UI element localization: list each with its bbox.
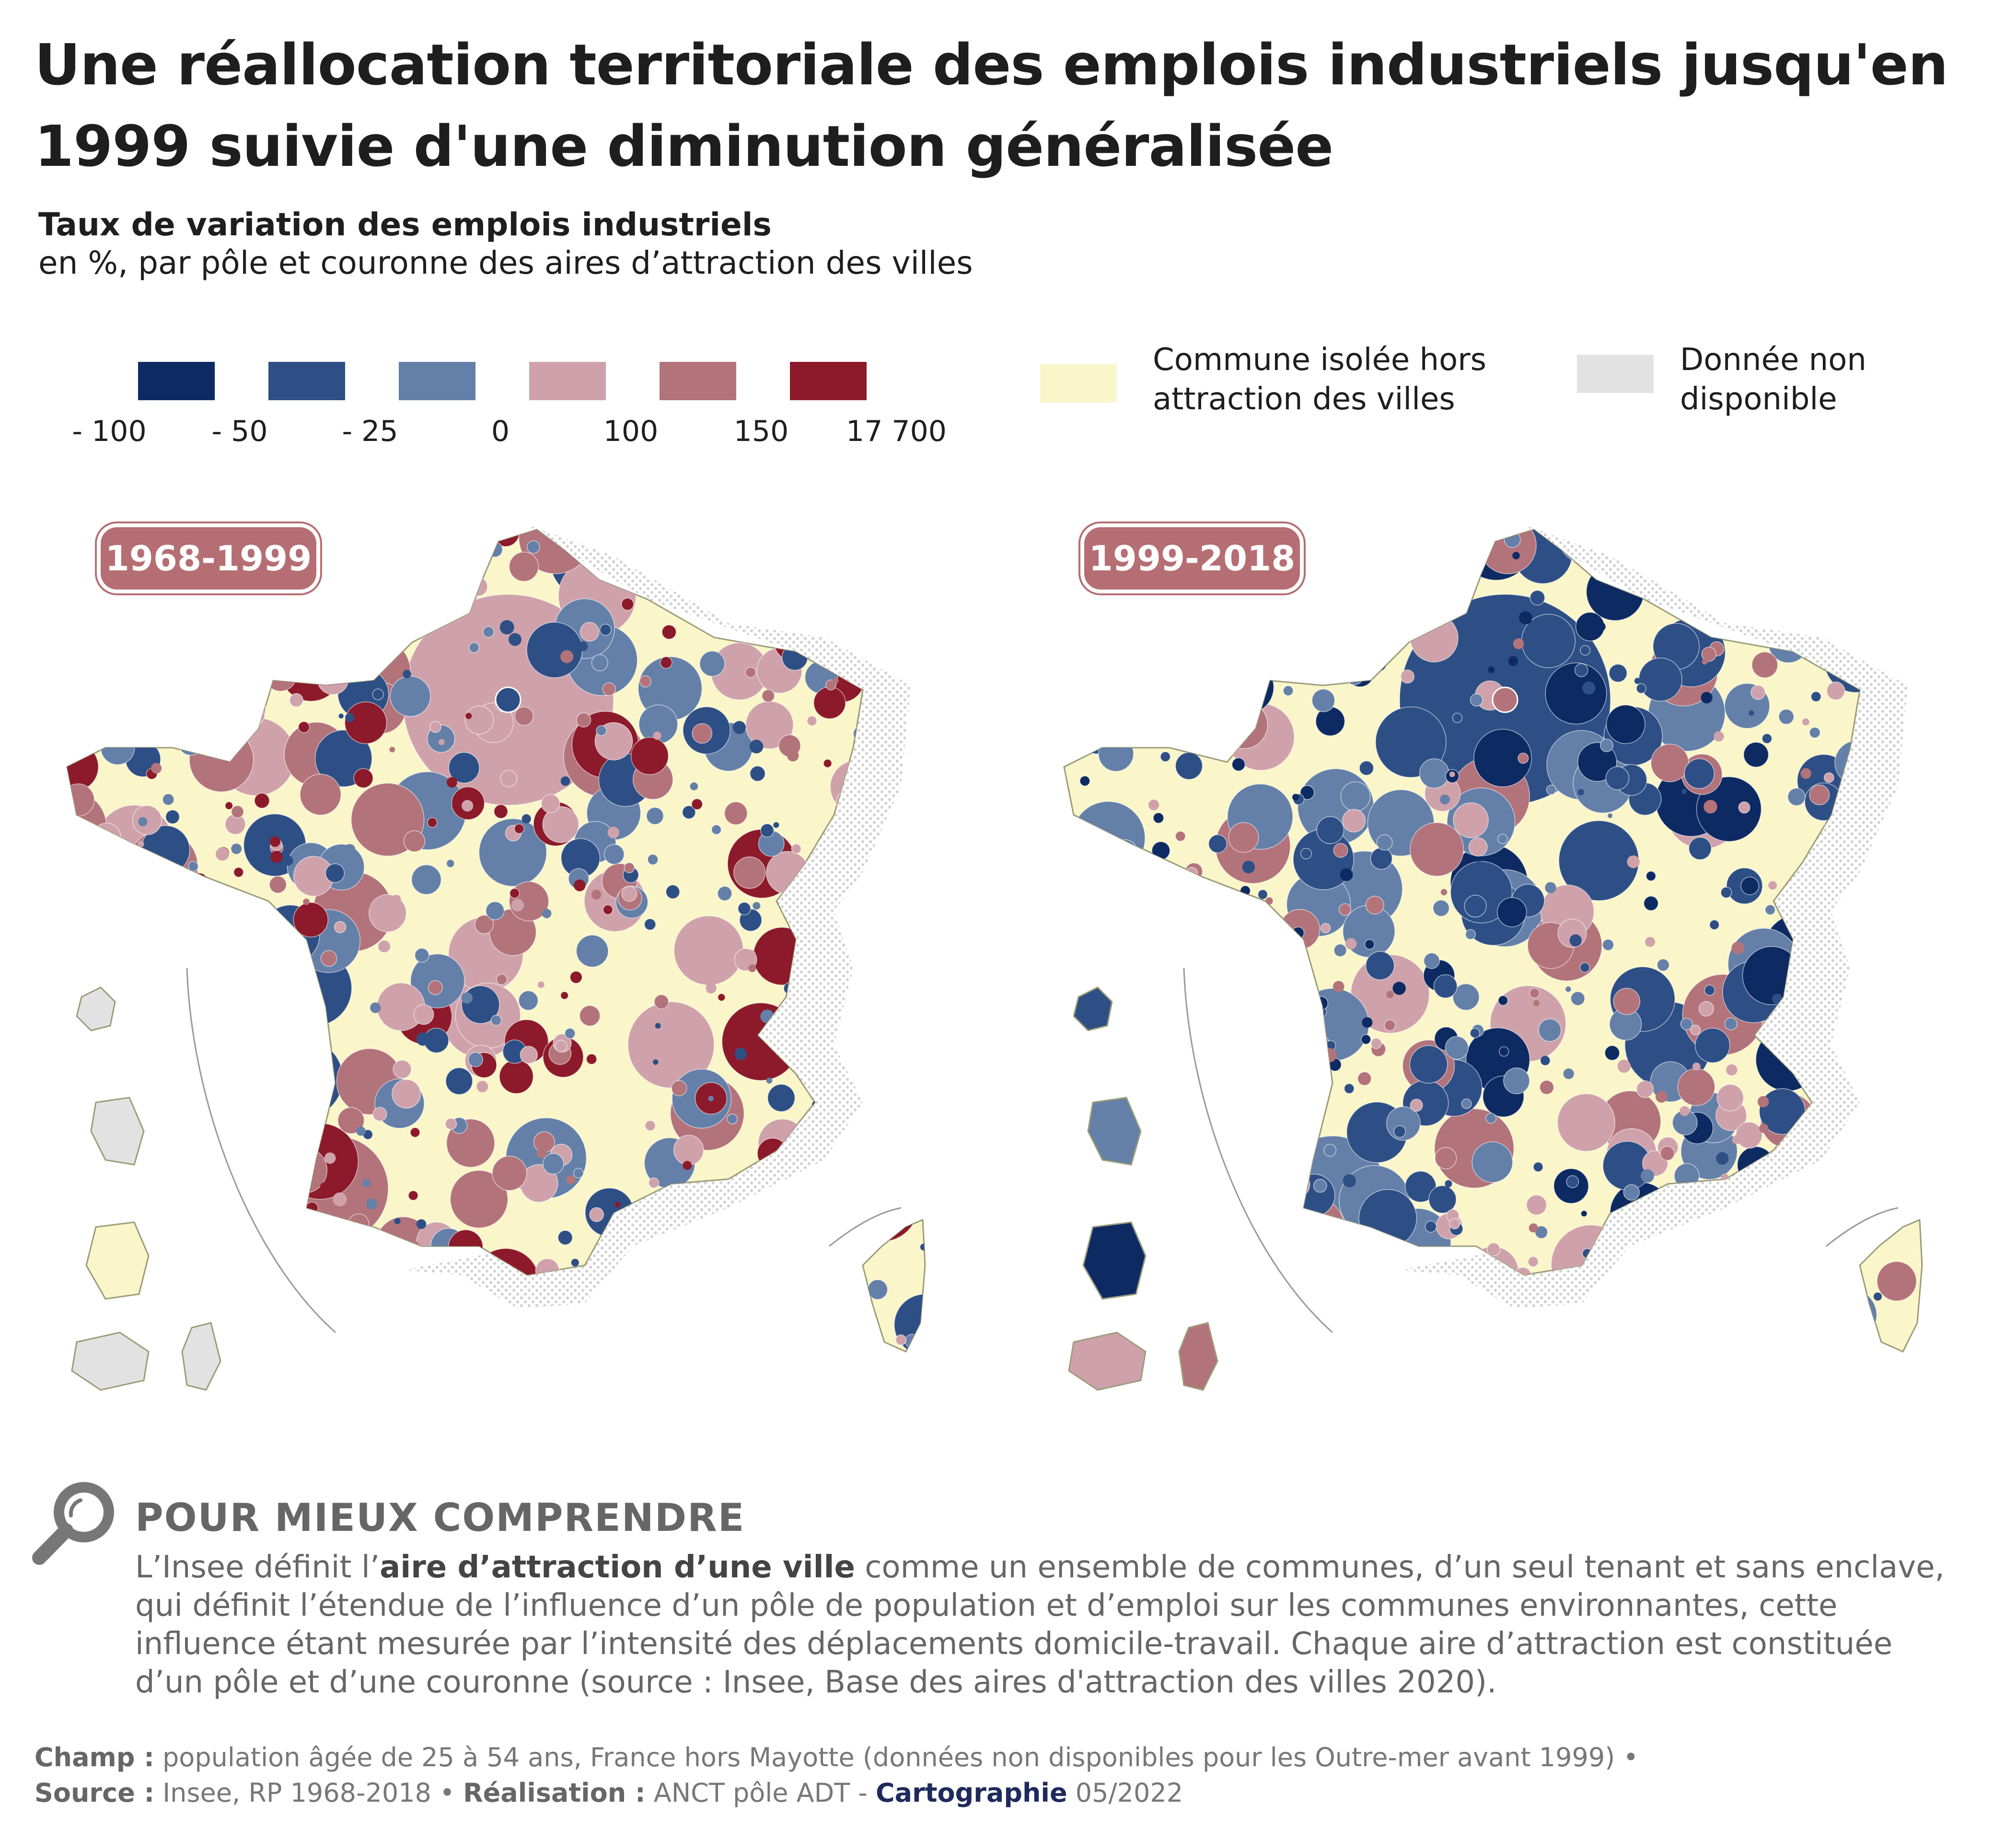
page-title: Une réallocation territoriale des emploi… <box>35 32 1948 179</box>
understand-text-before: L’Insee définit l’ <box>135 1550 380 1585</box>
understand-text-after: comme un ensemble de communes, d’un seul… <box>135 1550 1945 1700</box>
legend-swatch-5 <box>660 362 736 400</box>
legend-tick: - 100 <box>72 415 147 448</box>
legend-swatch-isolated <box>1040 364 1117 403</box>
map-1999-2018 <box>1063 525 1923 1391</box>
period-label: 1999-2018 <box>1089 538 1296 579</box>
champ-text: population âgée de 25 à 54 ans, France h… <box>154 1742 1639 1772</box>
legend-label-isolated: Commune isolée hors attraction des ville… <box>1153 342 1486 417</box>
legend-tick: - 50 <box>211 415 268 448</box>
understand-text-bold: aire d’attraction d’une ville <box>380 1550 855 1585</box>
understand-body: L’Insee définit l’aire d’attraction d’un… <box>135 1548 1947 1702</box>
carto-label: Cartographie <box>876 1778 1067 1808</box>
legend-swatch-6 <box>790 362 867 400</box>
understand-title: POUR MIEUX COMPRENDRE <box>135 1495 745 1540</box>
source-label: Source : <box>35 1778 155 1808</box>
period-badge-1999-2018: 1999-2018 <box>1084 527 1300 590</box>
magnifier-icon <box>32 1482 114 1565</box>
legend-swatch-na <box>1577 355 1654 393</box>
legend-tick: 150 <box>733 415 789 448</box>
legend-swatch-3 <box>399 362 475 400</box>
map-1968-1999 <box>66 525 926 1391</box>
legend-swatch-4 <box>529 362 606 400</box>
period-badge-1968-1999: 1968-1999 <box>101 527 316 590</box>
champ-label: Champ : <box>35 1742 154 1772</box>
legend-tick: 100 <box>603 415 659 448</box>
legend-swatch-1 <box>138 362 215 400</box>
legend-swatch-2 <box>268 362 345 400</box>
footer-line-champ: Champ : population âgée de 25 à 54 ans, … <box>35 1740 1990 1775</box>
legend-tick: 17 700 <box>846 415 947 448</box>
legend-tick: - 25 <box>342 415 398 448</box>
footer: Champ : population âgée de 25 à 54 ans, … <box>35 1740 1990 1811</box>
period-label: 1968-1999 <box>105 538 312 579</box>
footer-line-source: Source : Insee, RP 1968-2018 • Réalisati… <box>35 1775 1990 1811</box>
realisation-text: ANCT pôle ADT - <box>645 1778 876 1808</box>
legend-tick: 0 <box>491 415 510 448</box>
map-subtitle: en %, par pôle et couronne des aires d’a… <box>38 244 973 281</box>
realisation-label: Réalisation : <box>463 1778 646 1808</box>
map-subtitle-bold: Taux de variation des emplois industriel… <box>38 206 772 243</box>
legend-label-na: Donnée non disponible <box>1680 342 1866 417</box>
source-text: Insee, RP 1968-2018 • <box>154 1778 463 1808</box>
carto-date: 05/2022 <box>1067 1778 1183 1808</box>
